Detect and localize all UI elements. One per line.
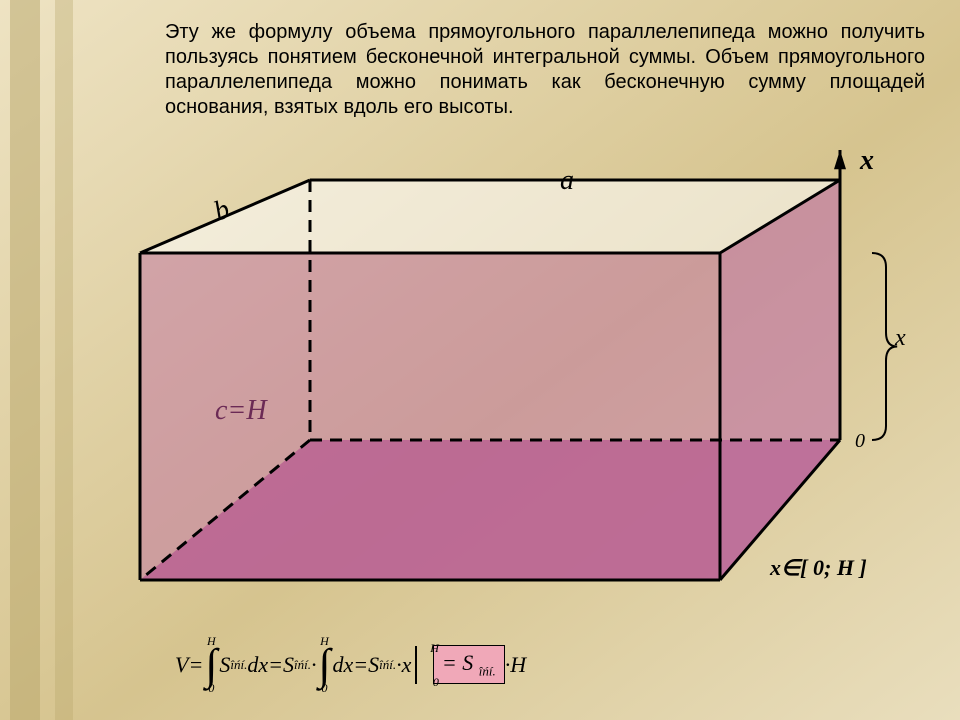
S3: S [368,652,379,678]
int1-sign: ∫ [205,647,217,682]
int2-lower: 0 [322,682,328,694]
S2-sub: îńí. [294,657,311,673]
face-top [140,180,840,253]
eval-lower: 0 [433,676,439,688]
S3-sub: îńí. [379,657,396,673]
label-c-equals-H: c=H [215,395,267,427]
label-x-side: x [895,325,906,352]
int1-lower: 0 [208,682,214,694]
integral-2: H ∫ 0 [318,635,330,694]
hl-sub: îńí. [479,663,496,678]
dx1: dx [247,652,268,678]
integral-1: H ∫ 0 [205,635,217,694]
H-sym: H [510,652,526,678]
sym-eq2: = [268,652,283,678]
hl-eq-S: = S [442,650,473,675]
S2: S [283,652,294,678]
label-x-range: x∈[ 0; H ] [770,555,867,581]
dx2: dx [333,652,354,678]
label-x-axis: x [860,145,874,177]
sym-eq3: = [353,652,368,678]
highlight-box: = S îńí. [433,645,505,684]
S1-sub: îńí. [230,657,247,673]
eval-bar: H . 0 [415,646,429,684]
x-sym: x [402,652,412,678]
sym-eq: = [188,652,203,678]
sym-V: V [175,652,188,678]
eval-upper: H [430,642,439,654]
S1: S [219,652,230,678]
height-brace [872,253,897,440]
label-zero: 0 [855,430,865,453]
int2-sign: ∫ [318,647,330,682]
parallelepiped-diagram [0,0,960,720]
label-a: a [560,165,574,197]
dot1: · [311,652,317,678]
integral-formula: V = H ∫ 0 S îńí. dx = S îńí. · H ∫ 0 dx … [175,635,526,694]
slide-root: Эту же формулу объема прямоугольного пар… [0,0,960,720]
